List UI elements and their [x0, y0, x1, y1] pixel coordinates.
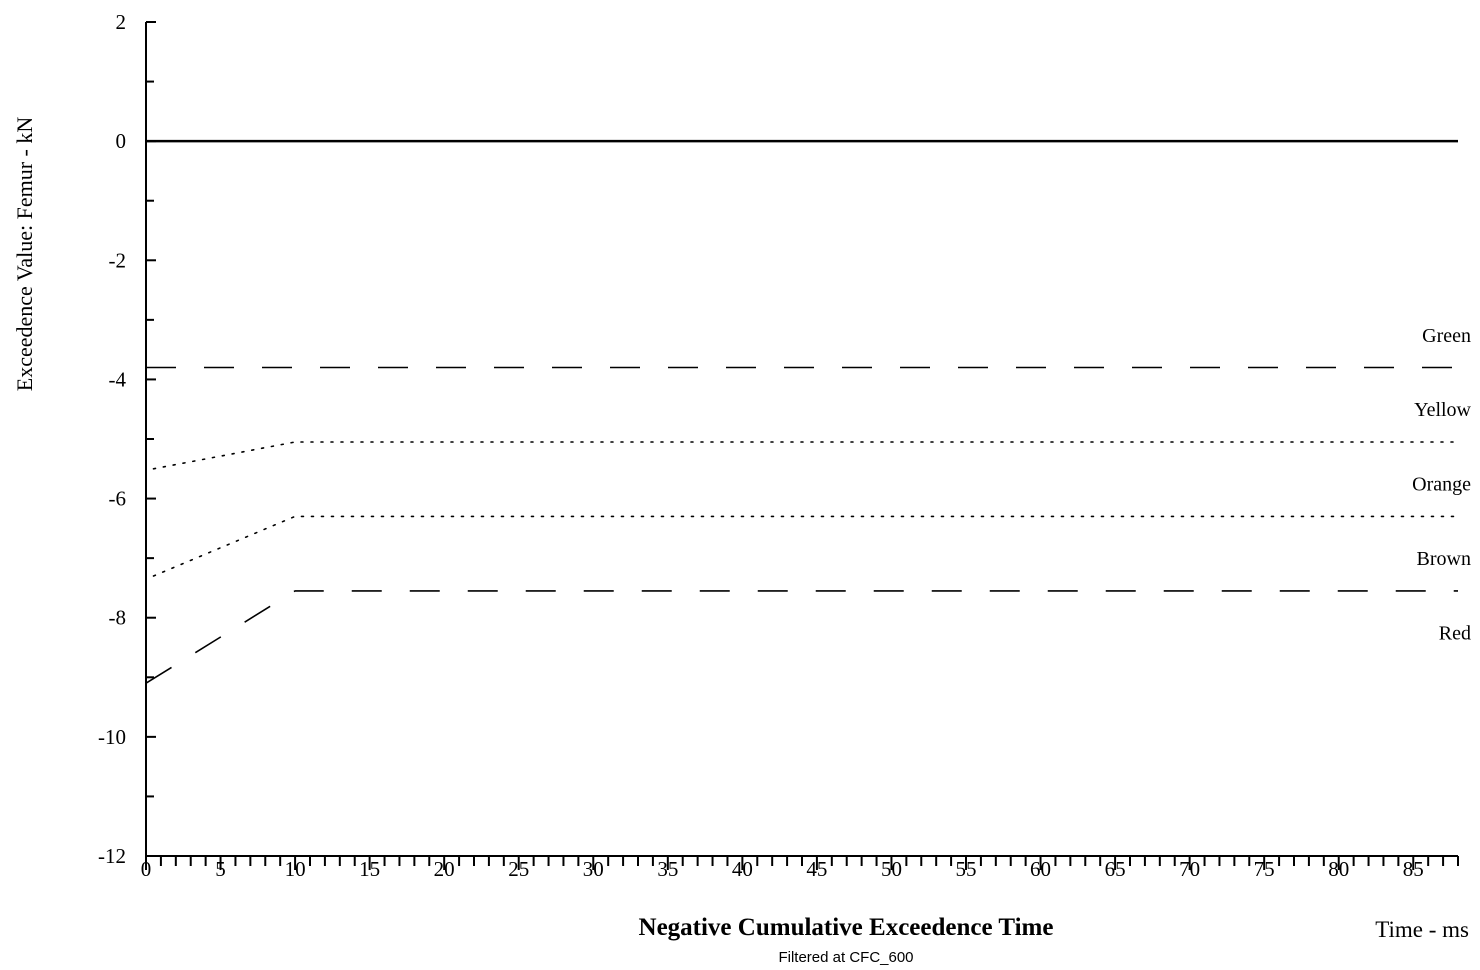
series-line-3	[152, 441, 1459, 470]
x-tick-label: 75	[1254, 857, 1275, 881]
y-tick-label: -12	[98, 844, 126, 868]
y-axis-title: Exceedence Value: Femur - kN	[12, 117, 37, 392]
x-axis-title: Negative Cumulative Exceedence Time	[639, 914, 1054, 941]
band-label-orange: Orange	[1412, 474, 1471, 496]
y-tick-label: -4	[109, 367, 127, 391]
x-tick-label: 60	[1030, 857, 1051, 881]
y-tick-label: 2	[116, 10, 127, 34]
band-labels: Green Yellow Orange Brown Red	[1412, 325, 1471, 645]
x-tick-label: 45	[806, 857, 827, 881]
y-tick-label: -2	[109, 248, 127, 272]
x-tick-label: 25	[508, 857, 529, 881]
x-tick-label: 65	[1105, 857, 1126, 881]
y-tick-label: -10	[98, 725, 126, 749]
x-tick-label: 10	[285, 857, 306, 881]
x-axis: 0 5 10 15 20 25 30 35 40 45 50 55 60 65 70 75 80 85	[141, 855, 1459, 881]
x-tick-label: 85	[1403, 857, 1424, 881]
y-axis: 2 0 -2 -4 -6 -8 -10 -12	[98, 10, 156, 868]
y-tick-label: 0	[116, 129, 127, 153]
x-axis-unit-label: Time - ms	[1375, 917, 1469, 942]
series-line-5	[145, 590, 1458, 684]
x-tick-label: 20	[434, 857, 455, 881]
x-tick-label: 15	[359, 857, 380, 881]
y-tick-label: -6	[109, 487, 127, 511]
x-tick-label: 40	[732, 857, 753, 881]
y-tick-label: -8	[109, 606, 127, 630]
x-tick-label: 70	[1179, 857, 1200, 881]
series-layer	[145, 139, 1459, 684]
band-label-brown: Brown	[1417, 548, 1471, 570]
x-tick-label: 55	[956, 857, 977, 881]
x-tick-label: 50	[881, 857, 902, 881]
band-label-red: Red	[1439, 623, 1471, 645]
filter-caption: Filtered at CFC_600	[778, 949, 913, 966]
x-tick-label: 80	[1328, 857, 1349, 881]
band-label-green: Green	[1422, 325, 1471, 347]
x-tick-label: 35	[657, 857, 678, 881]
x-tick-label: 5	[215, 857, 226, 881]
x-tick-label: 0	[141, 857, 152, 881]
x-tick-label: 30	[583, 857, 604, 881]
band-label-yellow: Yellow	[1414, 399, 1471, 421]
series-line-4	[152, 515, 1459, 577]
